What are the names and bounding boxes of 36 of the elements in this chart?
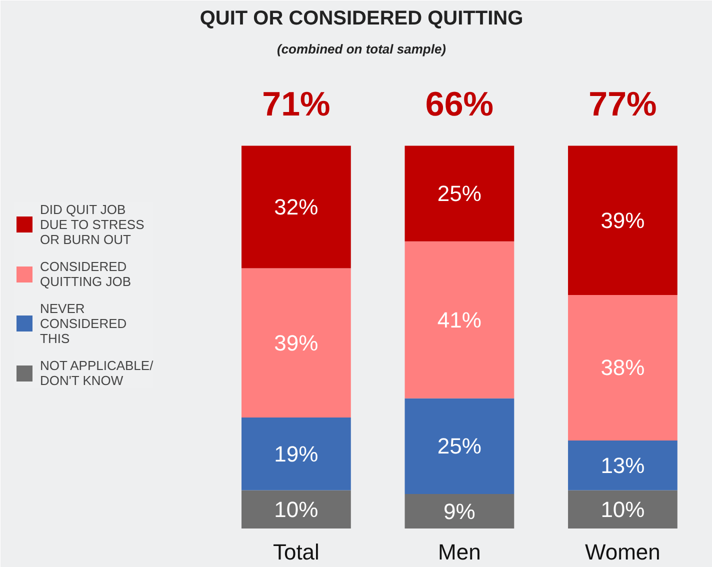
bar [242,146,351,268]
data-label: 39% [600,208,645,233]
x-tick-label: Total [272,540,320,564]
bar [404,241,514,398]
bar [242,417,351,490]
bar [568,295,678,440]
bar [568,490,678,528]
chart-subtitle: (combined on total sample) [276,42,446,56]
x-tick-label: Women [585,540,660,564]
legend-label: NOT APPLICABLE/ DON'T KNOW [40,358,154,388]
annotation: 71% [262,86,330,124]
data-label: 38% [600,355,645,380]
data-label: 9% [444,498,476,524]
bar [404,494,514,528]
data-label: 41% [437,307,482,332]
legend-label: DID QUIT JOB DUE TO STRESS OR BURN OUT [40,202,144,246]
data-label: 39% [274,330,318,356]
annotation: 66% [425,86,494,124]
annotation: 77% [588,86,657,124]
bar [404,146,514,242]
chart-title: QUIT OR CONSIDERED QUITTING [200,8,524,30]
legend-label: NEVER CONSIDERED THIS [40,300,127,346]
x-tick-label: Men [438,540,481,564]
data-label: 32% [274,194,318,220]
legend-label: CONSIDERED QUITTING JOB [40,258,131,288]
bar [568,146,678,295]
bar [242,490,351,528]
data-label: 25% [437,434,482,459]
data-label: 10% [274,496,318,522]
data-label: 25% [437,181,482,206]
bar [404,398,514,494]
bar [242,268,351,418]
data-label: 13% [600,452,645,478]
bar [568,440,678,490]
data-label: 19% [274,441,318,466]
data-label: 10% [600,496,645,522]
